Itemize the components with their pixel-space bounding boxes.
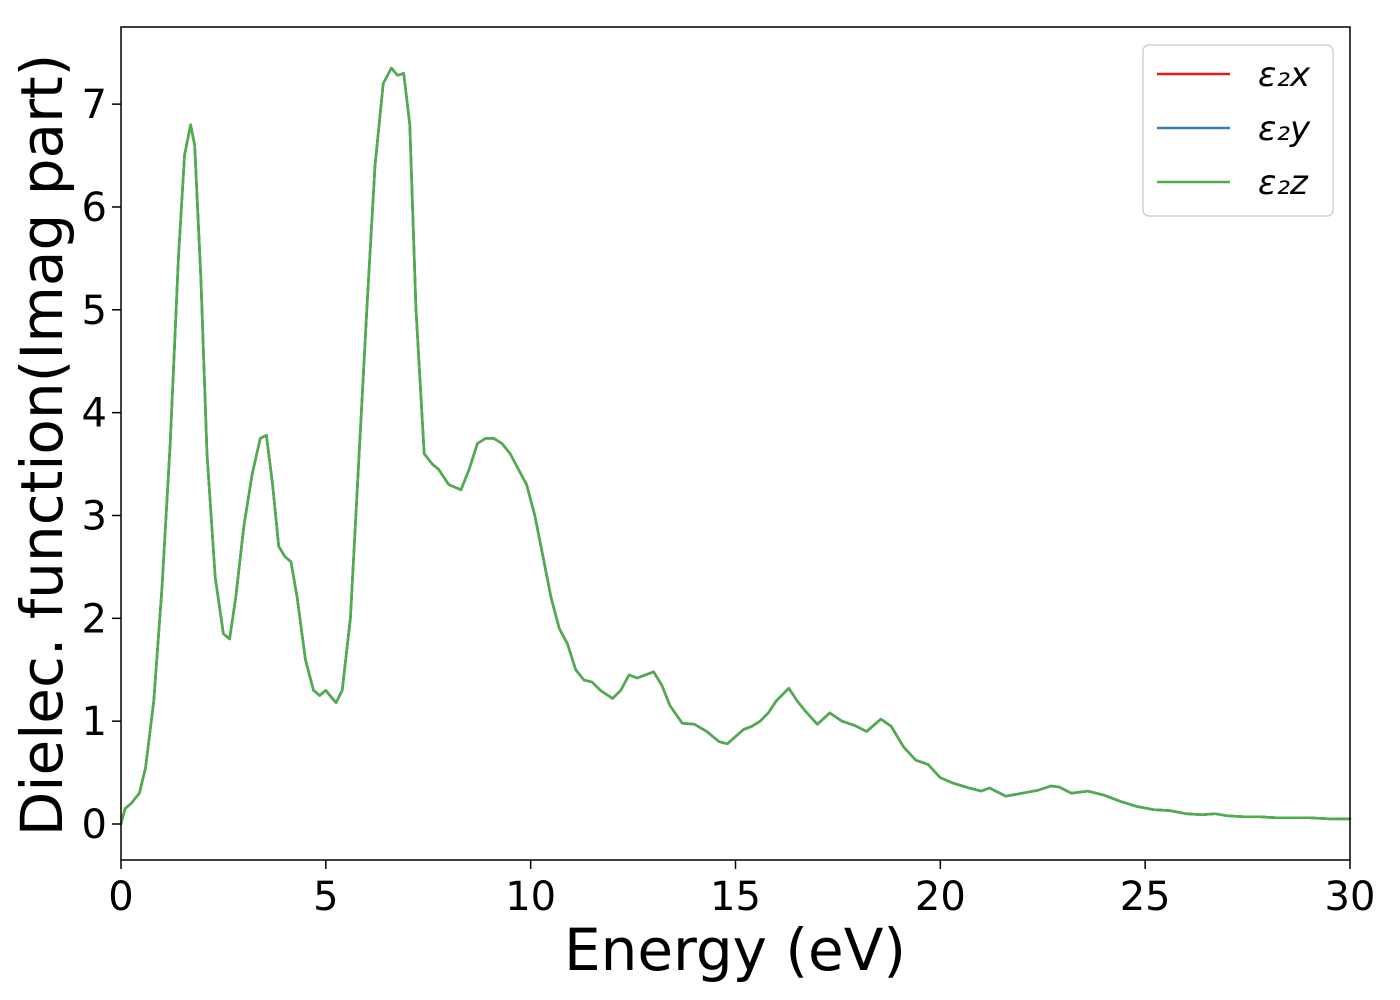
y-tick-label: 4	[82, 391, 107, 437]
series-layer	[119, 66, 1352, 826]
x-axis-label: Energy (eV)	[564, 916, 906, 984]
y-tick-label: 3	[82, 493, 107, 539]
x-tick-label: 20	[915, 874, 966, 920]
plot-frame	[120, 26, 1351, 861]
y-axis-label: Dielec. function(Imag part)	[8, 54, 76, 837]
x-tick-label: 25	[1120, 874, 1171, 920]
legend-box	[1142, 44, 1334, 217]
x-tick-label: 30	[1325, 874, 1376, 920]
y-tick-label: 7	[82, 82, 107, 128]
y-tick-label: 2	[82, 596, 107, 642]
y-axis-ticks: 0 1 2 3 4 5 6 7	[82, 82, 121, 848]
y-tick-label: 0	[82, 802, 107, 848]
legend-label-3: ε₂z	[1258, 163, 1309, 203]
x-axis-ticks: 0 5 10 15 20 25 30	[108, 860, 1375, 920]
x-tick-label: 0	[108, 874, 133, 920]
y-tick-label: 6	[82, 185, 107, 231]
legend: ε₂x ε₂y ε₂z	[1142, 44, 1334, 217]
series-line-3	[119, 66, 1352, 826]
x-tick-label: 15	[710, 874, 761, 920]
legend-label-1: ε₂x	[1258, 55, 1311, 95]
legend-label-2: ε₂y	[1258, 109, 1311, 149]
x-tick-label: 10	[505, 874, 556, 920]
legend-entries: ε₂x ε₂y ε₂z	[1157, 55, 1311, 203]
y-tick-label: 1	[82, 699, 107, 745]
y-tick-label: 5	[82, 288, 107, 334]
x-tick-label: 5	[313, 874, 338, 920]
